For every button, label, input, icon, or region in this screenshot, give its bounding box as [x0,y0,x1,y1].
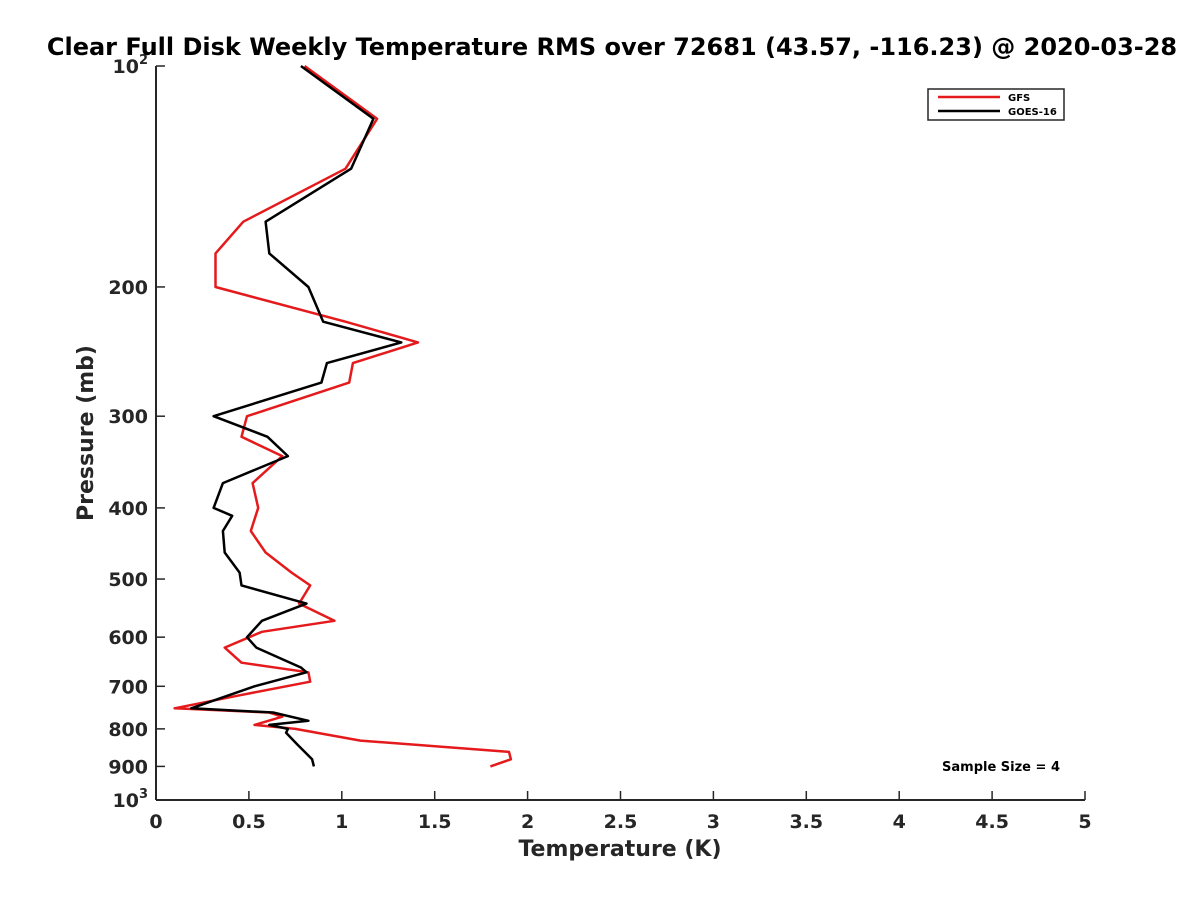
y-tick-label: 700 [108,676,148,698]
y-tick-label: 800 [108,719,148,741]
legend-label: GFS [1008,93,1030,104]
x-tick-label: 2.5 [604,811,638,833]
y-tick-label: 900 [108,756,148,778]
y-axis-label: Pressure (mb) [74,345,99,521]
y-tick-label: 400 [108,498,148,520]
x-tick-label: 5 [1078,811,1091,833]
y-tick-base: 10 [113,790,139,812]
y-tick-label: 200 [108,277,148,299]
y-tick-label: 103 [113,787,149,812]
x-tick-label: 0.5 [232,811,266,833]
y-tick-label: 300 [108,406,148,428]
legend: GFS GOES-16 [927,88,1065,121]
series-line-gfs [173,64,513,768]
y-tick-label: 102 [113,53,149,78]
x-tick-label: 3 [707,811,720,833]
series-line-goes-16 [190,64,403,767]
x-tick-label: 3.5 [789,811,823,833]
x-tick-label: 0 [149,811,162,833]
chart-title: Clear Full Disk Weekly Temperature RMS o… [47,33,1177,61]
x-axis-label: Temperature (K) [518,837,721,862]
sample-size-annotation: Sample Size = 4 [942,760,1060,775]
x-tick-label: 1 [335,811,348,833]
y-tick-exponent: 2 [139,53,148,68]
x-tick-label: 4 [893,811,906,833]
y-tick-base: 10 [113,56,139,78]
y-tick-label: 600 [108,627,148,649]
y-tick-exponent: 3 [139,787,148,802]
series-layer [173,64,513,768]
axes-layer [155,66,1085,801]
x-tick-label: 2 [521,811,534,833]
x-tick-label: 4.5 [975,811,1009,833]
ticks-layer: 0 0.5 1 1.5 2 2.5 3 3.5 4 4.5 51022003004005006007… [108,53,1091,833]
legend-label: GOES-16 [1008,107,1057,118]
legend-box [927,88,1065,121]
y-tick-label: 500 [108,569,148,591]
x-tick-label: 1.5 [418,811,452,833]
